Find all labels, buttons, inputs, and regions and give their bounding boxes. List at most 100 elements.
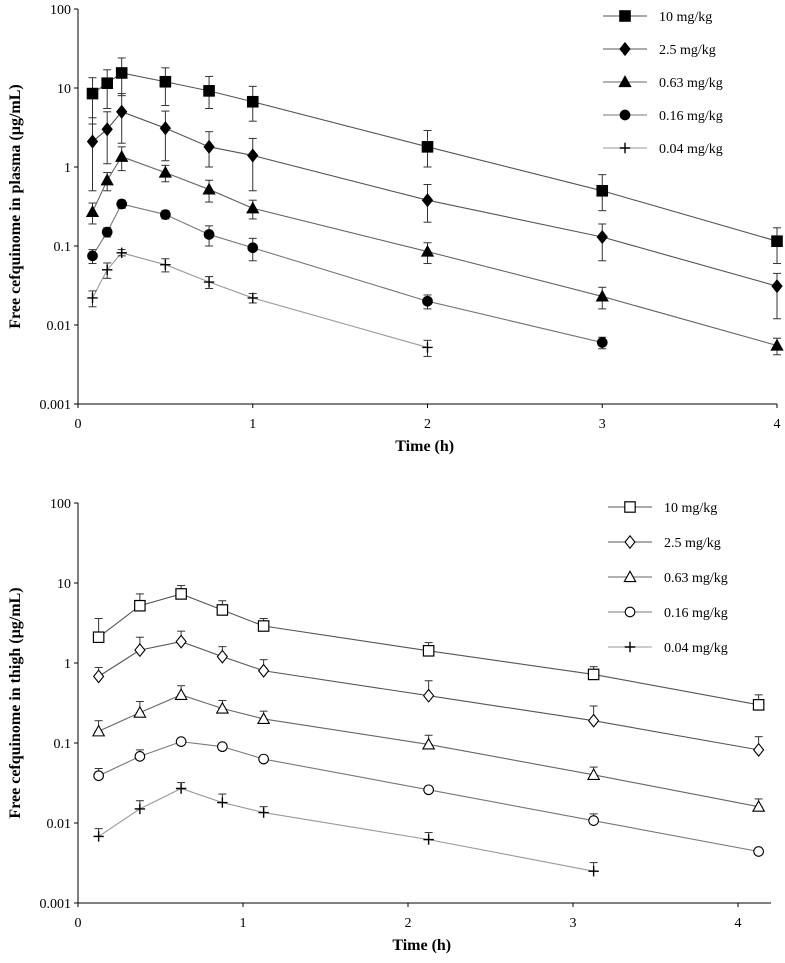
data-point xyxy=(87,250,98,262)
data-point xyxy=(753,846,764,857)
data-point xyxy=(421,193,434,208)
series-0-04-mg-kg xyxy=(93,782,599,877)
data-point xyxy=(216,649,229,664)
data-point xyxy=(258,753,269,765)
x-tick-label: 3 xyxy=(599,417,606,432)
data-point xyxy=(92,669,105,684)
data-point xyxy=(175,783,187,794)
legend-label: 0.04 mg/kg xyxy=(659,142,723,157)
legend-marker xyxy=(624,641,636,653)
y-tick-label: 10 xyxy=(57,577,71,592)
data-point xyxy=(203,139,215,154)
legend-entry: 2.5 mg/kg xyxy=(608,534,721,551)
data-point xyxy=(203,276,215,288)
data-point xyxy=(422,688,435,703)
x-tick-label: 1 xyxy=(240,916,247,931)
data-point xyxy=(422,645,435,657)
data-point xyxy=(85,205,100,218)
data-point xyxy=(203,229,215,240)
y-tick-label: 0.1 xyxy=(54,737,72,752)
data-point xyxy=(751,799,766,812)
data-point xyxy=(770,338,784,351)
data-point xyxy=(91,724,106,737)
data-point xyxy=(92,631,105,644)
x-tick-label: 1 xyxy=(249,417,256,432)
y-tick-label: 1 xyxy=(64,657,71,672)
data-point xyxy=(175,588,187,600)
legend-entry: 0.04 mg/kg xyxy=(603,142,723,157)
data-point xyxy=(87,292,98,304)
data-point xyxy=(420,244,435,257)
data-point xyxy=(115,149,129,162)
data-point xyxy=(159,121,172,136)
data-point xyxy=(133,705,147,718)
data-point xyxy=(422,295,433,307)
data-point xyxy=(86,134,99,149)
data-point xyxy=(115,67,128,79)
y-tick-label: 0.01 xyxy=(47,319,72,334)
legend-label: 0.04 mg/kg xyxy=(664,641,728,656)
data-point xyxy=(134,599,146,612)
data-point xyxy=(421,141,434,153)
series-10-mg-kg xyxy=(92,585,765,711)
data-point xyxy=(588,865,599,877)
x-tick-label: 2 xyxy=(424,417,431,432)
data-point xyxy=(93,831,104,842)
series-2-5-mg-kg xyxy=(92,630,765,757)
x-axis-title: Time (h) xyxy=(395,438,454,455)
legend-entry: 10 mg/kg xyxy=(608,501,717,516)
data-point xyxy=(175,736,187,747)
data-point xyxy=(116,104,128,119)
series-10-mg-kg xyxy=(86,57,783,265)
data-point xyxy=(586,768,601,780)
data-point xyxy=(423,784,434,796)
data-point xyxy=(596,337,608,348)
legend-label: 10 mg/kg xyxy=(664,501,717,516)
y-tick-label: 1 xyxy=(64,161,71,176)
data-point xyxy=(247,292,258,304)
x-tick-label: 4 xyxy=(735,916,742,931)
data-point xyxy=(422,342,433,353)
data-point xyxy=(257,620,270,632)
data-point xyxy=(160,259,171,270)
series-line xyxy=(98,787,594,872)
data-point xyxy=(202,182,216,195)
legend-label: 0.63 mg/kg xyxy=(659,76,723,91)
plasma-chart: 0.001 0.01 0.1 1 10 100 0 1 2 3 4 Time (h) Free cefq… xyxy=(7,3,784,455)
legend-entry: 10 mg/kg xyxy=(603,10,712,25)
data-point xyxy=(93,770,104,782)
legend-entry: 0.63 mg/kg xyxy=(608,570,728,586)
data-point xyxy=(595,289,609,302)
series-2-5-mg-kg xyxy=(86,93,783,320)
series-line xyxy=(98,593,759,706)
y-axis-title: Free cefquinome in thigh (µg/mL) xyxy=(7,587,24,818)
data-point xyxy=(217,741,228,753)
series-line xyxy=(92,252,428,348)
legend-marker xyxy=(624,534,636,550)
data-point xyxy=(159,75,172,88)
data-point xyxy=(101,122,113,137)
data-point xyxy=(175,634,187,649)
x-tick-label: 3 xyxy=(570,916,577,931)
legend-marker xyxy=(624,606,636,618)
data-point xyxy=(101,264,113,275)
series-line xyxy=(98,641,759,751)
data-point xyxy=(596,229,608,245)
series-line xyxy=(98,741,759,853)
legend-entry: 0.16 mg/kg xyxy=(603,109,723,124)
data-point xyxy=(246,95,259,108)
data-point xyxy=(256,712,271,725)
data-point xyxy=(588,815,599,826)
series-0-16-mg-kg xyxy=(93,736,764,857)
data-point xyxy=(203,85,215,97)
data-point xyxy=(258,807,269,818)
legend-entry: 0.16 mg/kg xyxy=(608,606,728,621)
legend-marker xyxy=(619,41,631,57)
data-point xyxy=(423,834,434,845)
legend-label: 10 mg/kg xyxy=(659,10,712,25)
legend-marker xyxy=(619,10,631,22)
thigh-chart: 0.001 0.01 0.1 1 10 100 0 1 2 3 4 Time (h) Free cefq… xyxy=(7,497,771,954)
data-point xyxy=(752,742,765,757)
legend-entry: 0.04 mg/kg xyxy=(608,641,728,656)
